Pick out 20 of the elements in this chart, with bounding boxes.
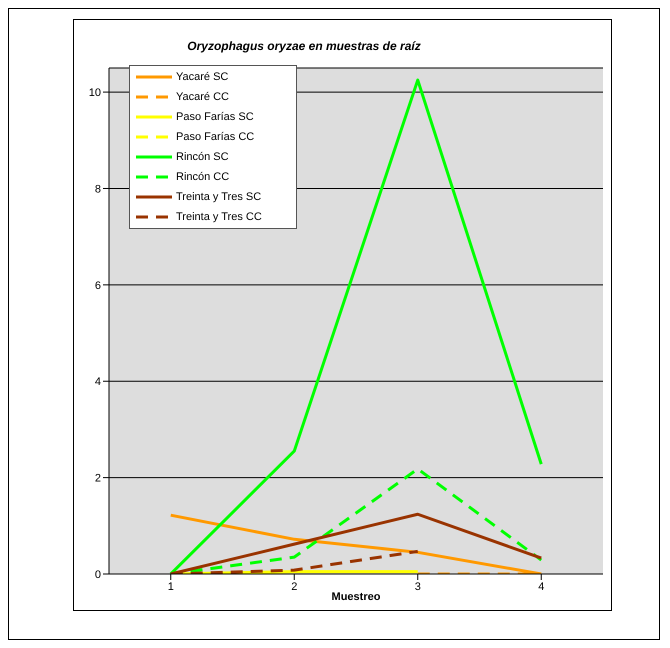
x-axis-title: Muestreo bbox=[332, 591, 381, 603]
y-tick-label: 10 bbox=[88, 87, 101, 99]
legend-label: Treinta y Tres SC bbox=[176, 191, 262, 203]
x-tick-label: 4 bbox=[538, 580, 544, 593]
legend-label: Yacaré CC bbox=[176, 91, 229, 103]
x-tick-label: 2 bbox=[291, 580, 298, 593]
legend-label: Paso Farías SC bbox=[176, 111, 254, 123]
y-tick-label: 2 bbox=[94, 472, 101, 485]
x-tick-label: 1 bbox=[168, 580, 174, 593]
legend-label: Rincón CC bbox=[176, 171, 230, 183]
legend-label: Treinta y Tres CC bbox=[176, 211, 262, 223]
y-tick-label: 4 bbox=[94, 376, 101, 388]
legend-label: Paso Farías CC bbox=[176, 131, 254, 143]
y-tick-label: 0 bbox=[94, 568, 101, 581]
legend-label: Rincón SC bbox=[176, 151, 229, 163]
x-tick-label: 3 bbox=[414, 580, 421, 593]
chart-title: Oryzophagus oryzae en muestras de raíz bbox=[187, 39, 421, 53]
y-tick-label: 8 bbox=[94, 183, 101, 196]
y-tick-label: 6 bbox=[94, 280, 101, 292]
legend-label: Yacaré SC bbox=[176, 71, 228, 83]
